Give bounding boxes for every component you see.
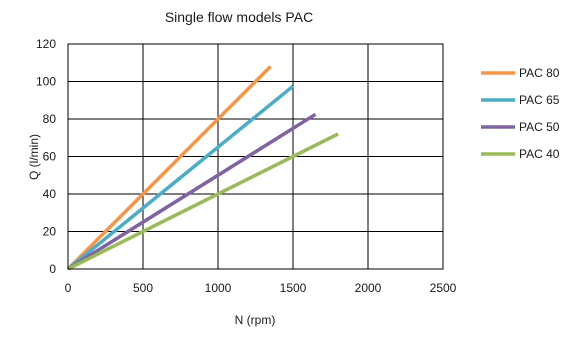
series-line-pac-40 [67,132,339,271]
y-tick-label: 20 [43,225,57,239]
y-axis-ticks: 0 20 40 60 80 100 120 [36,37,56,276]
legend-label: PAC 80 [519,66,560,80]
x-tick-label: 1500 [280,281,307,295]
legend-label: PAC 40 [519,147,560,161]
series-lines [66,65,339,271]
x-tick-label: 1000 [205,281,232,295]
chart-title: Single flow models PAC [165,9,313,25]
x-axis-title: N (rpm) [235,313,276,327]
plot-area [67,43,444,270]
legend-label: PAC 65 [519,93,560,107]
y-tick-label: 40 [43,187,57,201]
x-axis-ticks: 0 500 1000 1500 2000 2500 [65,281,457,295]
series-line-pac-65 [66,84,295,271]
y-tick-label: 60 [43,150,57,164]
legend-label: PAC 50 [519,120,560,134]
x-tick-label: 2500 [430,281,457,295]
y-tick-label: 120 [36,37,56,51]
x-tick-label: 2000 [355,281,382,295]
legend-item: PAC 65 [481,93,560,107]
legend: PAC 80 PAC 65 PAC 50 PAC 40 [481,66,560,161]
x-tick-label: 0 [65,281,72,295]
x-tick-label: 500 [133,281,153,295]
y-tick-label: 100 [36,75,56,89]
y-axis-title: Q (l/min) [27,134,41,180]
series-line-pac-50 [67,112,317,271]
legend-item: PAC 50 [481,120,560,134]
series-line-pac-80 [66,65,272,271]
legend-item: PAC 40 [481,147,560,161]
y-tick-label: 0 [49,262,56,276]
legend-item: PAC 80 [481,66,560,80]
y-tick-label: 80 [43,112,57,126]
